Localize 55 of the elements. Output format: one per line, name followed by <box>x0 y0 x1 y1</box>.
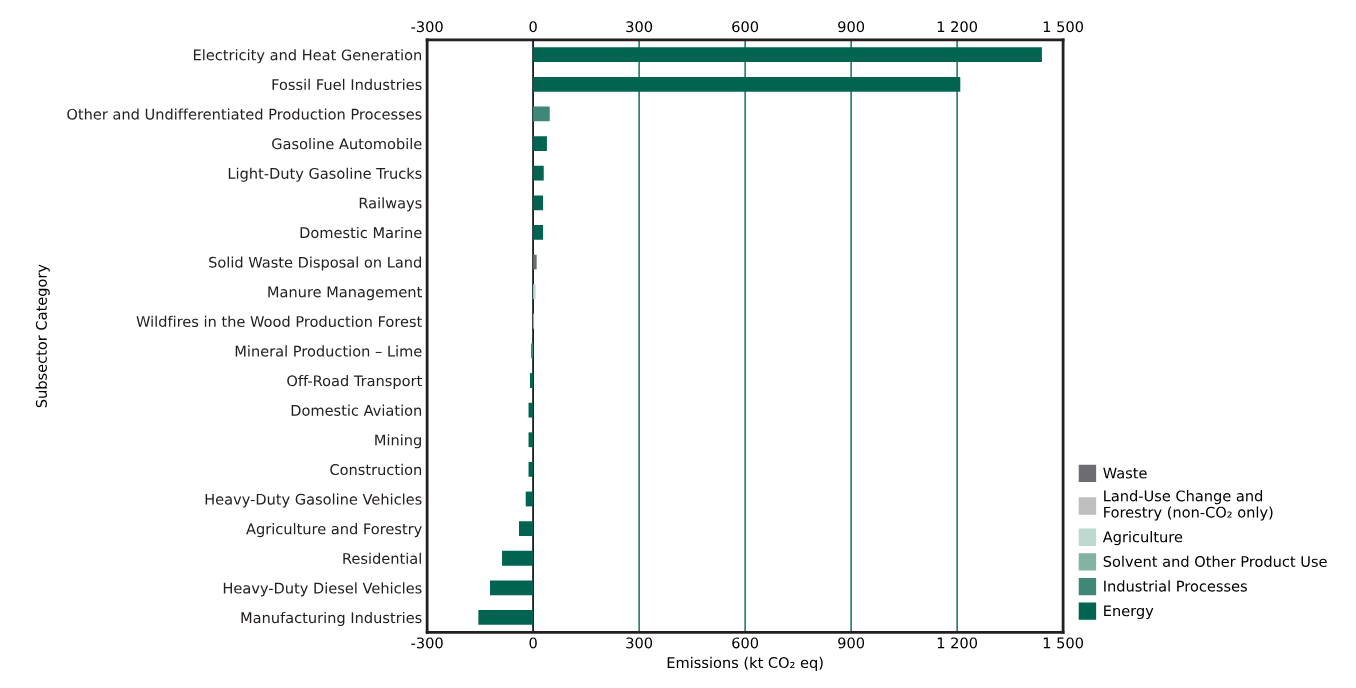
bar <box>502 550 534 566</box>
y-tick-label: Heavy-Duty Gasoline Vehicles <box>205 493 422 508</box>
y-tick-label: Mineral Production – Lime <box>235 345 422 357</box>
legend-label: Energy <box>1104 605 1154 620</box>
bar <box>533 136 547 151</box>
legend-label: Waste <box>1103 467 1147 479</box>
x-tick-label: 1 200 <box>937 637 978 649</box>
x2-tick-label: 900 <box>838 21 865 33</box>
y-tick-label: Light-Duty Gasoline Trucks <box>228 167 422 182</box>
legend-label: Industrial Processes <box>1104 580 1247 592</box>
x-axis-title: Emissions (kt CO₂ eq) <box>667 656 823 671</box>
legend-label: Solvent and Other Product Use <box>1103 555 1327 567</box>
bar <box>533 225 544 240</box>
bar <box>533 195 544 211</box>
x2-tick-label: 0 <box>529 21 537 33</box>
y-tick-label: Construction <box>330 463 422 476</box>
y-tick-label: Agriculture and Forestry <box>246 523 422 538</box>
y-tick-label: Mining <box>375 434 421 449</box>
bar <box>531 343 534 359</box>
x-tick-label: -300 <box>411 637 443 649</box>
y-tick-label: Domestic Marine <box>300 226 422 239</box>
x2-tick-label: 1 200 <box>937 21 978 33</box>
x2-tick-label: 600 <box>732 21 759 33</box>
x2-tick-label: -300 <box>411 21 443 33</box>
x-tick-label: 900 <box>838 637 865 649</box>
y-tick-label: Residential <box>343 552 421 564</box>
bar <box>478 610 534 625</box>
x2-tick-label: 1 500 <box>1043 21 1084 33</box>
y-tick-label: Domestic Aviation <box>291 404 422 416</box>
y-tick-label: Electricity and Heat Generation <box>193 49 422 64</box>
y-tick-label: Gasoline Automobile <box>272 138 422 150</box>
y-axis-title: Subsector Category <box>35 264 50 408</box>
y-tick-label: Solid Waste Disposal on Land <box>209 256 421 271</box>
y-tick-label: Manure Management <box>268 286 422 301</box>
y-tick-label: Wildfires in the Wood Production Forest <box>136 315 422 328</box>
y-tick-label: Off-Road Transport <box>287 374 422 390</box>
bar <box>533 165 544 181</box>
bar <box>490 580 534 596</box>
bar <box>519 521 534 537</box>
x-tick-label: 600 <box>732 637 759 649</box>
legend-label: Agriculture <box>1102 531 1183 546</box>
x2-tick-label: 300 <box>626 21 653 33</box>
x-tick-label: 1 500 <box>1043 637 1084 649</box>
y-tick-label: Other and Undifferentiated Production Processes <box>67 108 422 120</box>
bar <box>533 254 537 270</box>
y-tick-label: Railways <box>359 197 422 212</box>
bar <box>529 373 534 388</box>
y-tick-label: Heavy-Duty Diesel Vehicles <box>223 582 422 597</box>
y-tick-label: Manufacturing Industries <box>241 611 422 627</box>
x-tick-label: 300 <box>626 637 653 649</box>
bar <box>533 284 536 300</box>
bar <box>533 106 550 122</box>
legend-label: Land-Use Change and Forestry (non-CO₂ only) <box>1104 490 1273 521</box>
x-tick-label: 0 <box>529 637 537 649</box>
y-tick-label: Fossil Fuel Industries <box>272 78 422 91</box>
